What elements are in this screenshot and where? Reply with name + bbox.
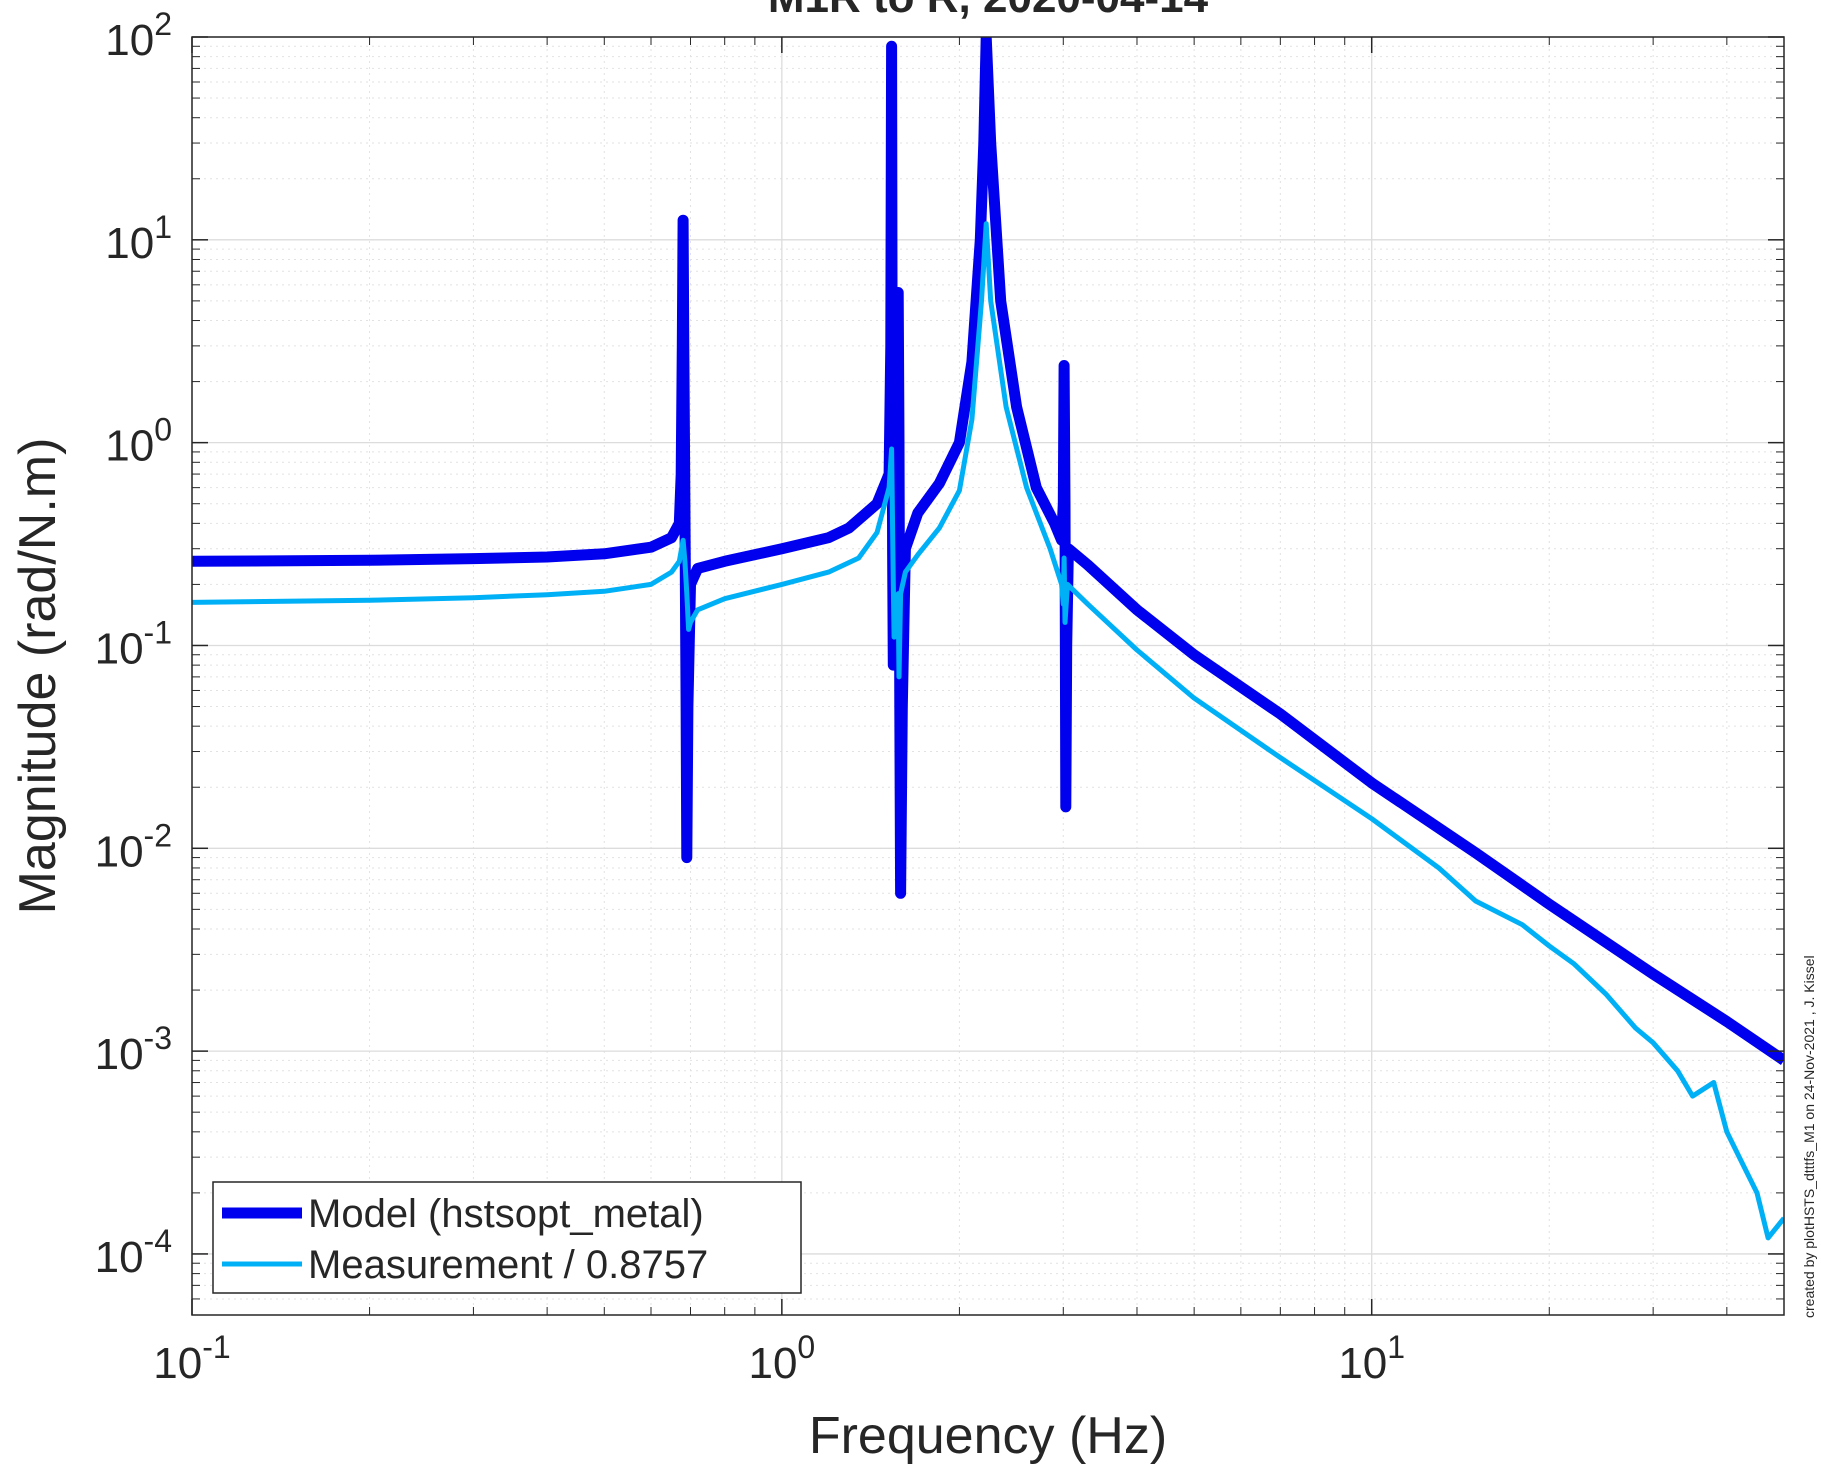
chart-title: M1R to R, 2020-04-14: [768, 0, 1209, 22]
y-tick-label: 10-4: [95, 1223, 172, 1282]
series-model-line: [192, 37, 1784, 1065]
plot-frame: [191, 36, 1785, 1316]
y-tick-labels: 102 101 100 10-1 10-2 10-3 10-4: [95, 6, 172, 1282]
legend: Model (hstsopt_metal) Measurement / 0.87…: [212, 1181, 802, 1294]
series-layer: [192, 37, 1784, 1241]
legend-box: [212, 1181, 802, 1294]
series-measurement-line: [192, 221, 1784, 1241]
minor-grid: [192, 37, 1785, 1316]
legend-label-measurement: Measurement / 0.8757: [308, 1243, 708, 1287]
credit-annotation: created by plotHSTS_dtttfs_M1 on 24-Nov-…: [1801, 955, 1817, 1318]
legend-label-model: Model (hstsopt_metal): [308, 1192, 704, 1236]
x-tick-labels: 10-1 100 101: [153, 1329, 1405, 1388]
y-axis-title: Magnitude (rad/N.m): [9, 438, 67, 915]
x-tick-label: 10-1: [153, 1329, 230, 1388]
y-tick-label: 102: [105, 6, 172, 65]
x-axis-title: Frequency (Hz): [809, 1407, 1167, 1465]
x-tick-label: 101: [1338, 1329, 1405, 1388]
axis-ticks: [191, 36, 1785, 1316]
y-tick-label: 10-3: [95, 1020, 172, 1079]
y-tick-label: 100: [105, 412, 172, 471]
y-tick-label: 101: [105, 209, 172, 268]
y-tick-label: 10-1: [95, 614, 172, 673]
x-tick-label: 100: [748, 1329, 815, 1388]
y-tick-label: 10-2: [95, 817, 172, 876]
